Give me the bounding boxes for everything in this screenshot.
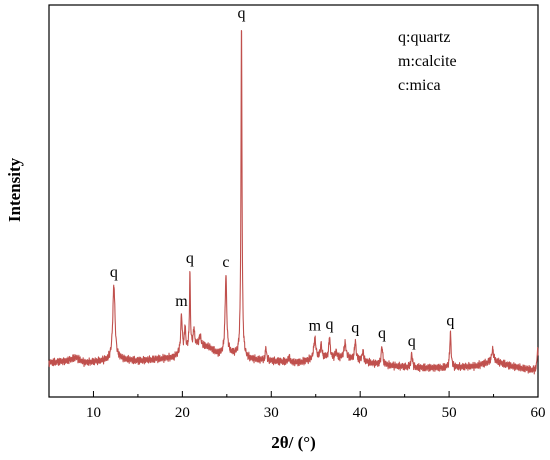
x-tick-label: 10 <box>86 405 101 421</box>
legend-entry-mica: c:mica <box>398 77 441 94</box>
peak-label-q: q <box>378 325 386 342</box>
x-tick-label: 50 <box>442 405 457 421</box>
plot-frame <box>48 4 539 398</box>
x-tick-label: 20 <box>175 405 190 421</box>
peak-label-q: q <box>110 264 118 281</box>
peak-label-q: q <box>351 320 359 337</box>
peak-label-q: q <box>326 316 334 333</box>
x-axis-tick-labels: 10 20 30 40 50 60 <box>86 405 546 421</box>
peak-label-q: q <box>186 250 194 267</box>
peak-label-q: q <box>446 313 454 330</box>
x-tick-label: 40 <box>353 405 368 421</box>
peak-label-q: q <box>408 333 416 350</box>
peak-label-c: c <box>222 254 229 271</box>
peak-label-m: m <box>175 293 188 310</box>
y-axis-label: Intensity <box>5 157 24 222</box>
legend-entry-quartz: q:quartz <box>398 29 450 46</box>
peak-label-m: m <box>309 318 322 335</box>
xrd-pattern-line <box>48 29 539 375</box>
x-tick-label: 30 <box>264 405 279 421</box>
legend-entry-calcite: m:calcite <box>398 53 457 70</box>
peak-label-q: q <box>237 5 245 22</box>
x-axis-ticks <box>48 391 539 397</box>
x-tick-label: 60 <box>531 405 546 421</box>
x-axis-label: 2θ/ (°) <box>271 433 315 452</box>
legend: q:quartz m:calcite c:mica <box>398 29 457 94</box>
peak-labels: qmq cqm q q q qq <box>110 5 455 350</box>
